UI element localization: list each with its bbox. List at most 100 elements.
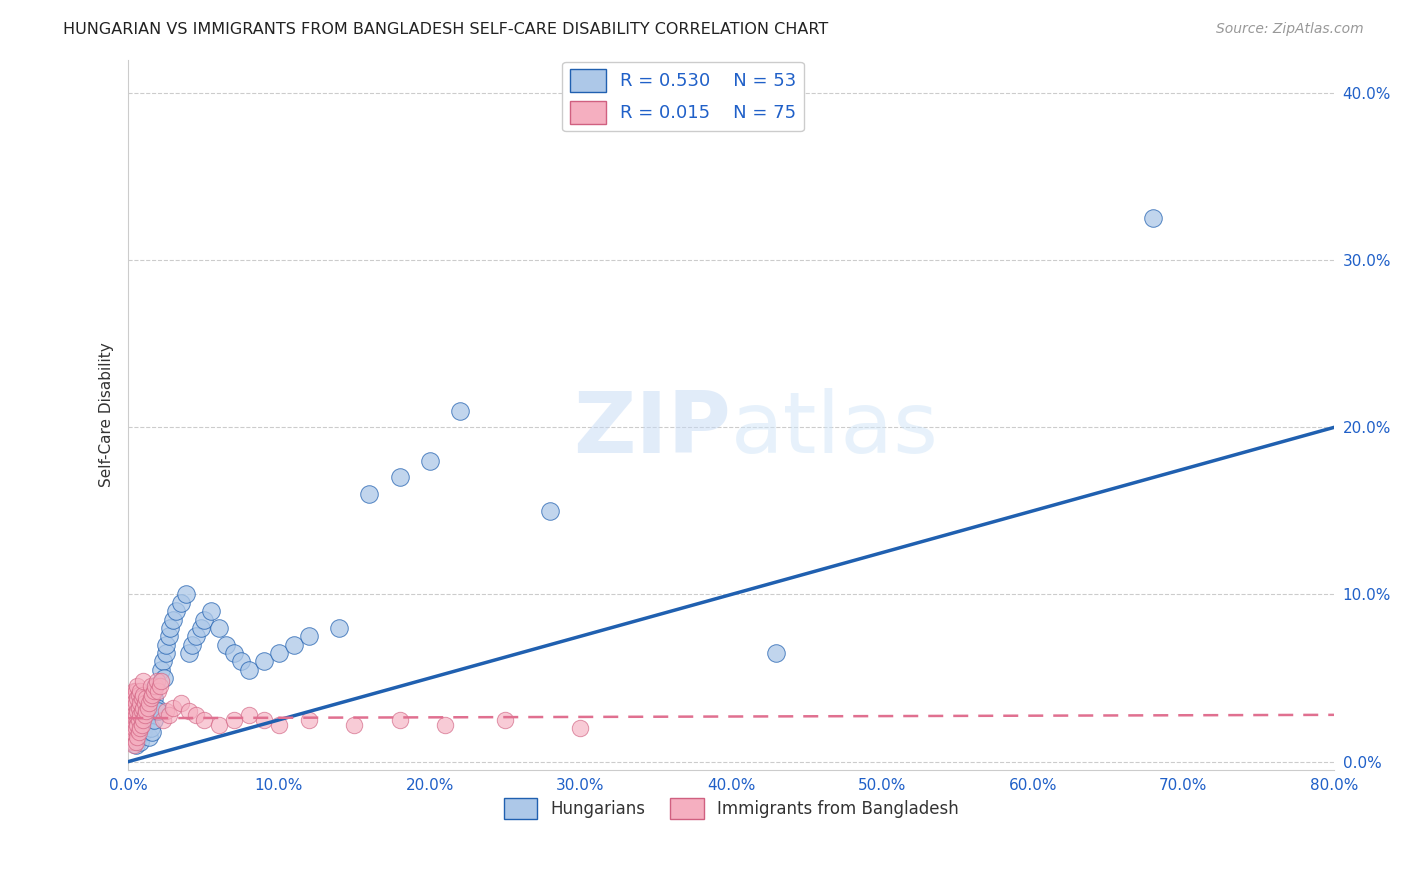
- Point: [208, 621, 231, 635]
- Point: [118, 705, 141, 719]
- Point: [449, 403, 471, 417]
- Point: [238, 663, 260, 677]
- Point: [121, 705, 143, 719]
- Point: [298, 629, 321, 643]
- Point: [538, 504, 561, 518]
- Point: [125, 721, 148, 735]
- Point: [222, 713, 245, 727]
- Point: [419, 454, 441, 468]
- Point: [150, 674, 173, 689]
- Point: [162, 613, 184, 627]
- Point: [129, 696, 152, 710]
- Point: [152, 654, 174, 668]
- Point: [136, 701, 159, 715]
- Point: [148, 684, 170, 698]
- Point: [128, 713, 150, 727]
- Point: [128, 724, 150, 739]
- Point: [142, 684, 165, 698]
- Point: [149, 680, 172, 694]
- Point: [765, 646, 787, 660]
- Point: [120, 713, 142, 727]
- Point: [135, 691, 157, 706]
- Point: [359, 487, 381, 501]
- Point: [184, 707, 207, 722]
- Point: [157, 629, 180, 643]
- Point: [127, 705, 149, 719]
- Point: [146, 701, 169, 715]
- Point: [180, 638, 202, 652]
- Point: [142, 691, 165, 706]
- Point: [135, 705, 157, 719]
- Text: HUNGARIAN VS IMMIGRANTS FROM BANGLADESH SELF-CARE DISABILITY CORRELATION CHART: HUNGARIAN VS IMMIGRANTS FROM BANGLADESH …: [63, 22, 828, 37]
- Text: atlas: atlas: [731, 387, 939, 470]
- Point: [162, 701, 184, 715]
- Point: [129, 707, 152, 722]
- Point: [141, 688, 163, 702]
- Point: [166, 604, 188, 618]
- Point: [494, 713, 516, 727]
- Point: [128, 730, 150, 744]
- Point: [433, 718, 456, 732]
- Point: [145, 680, 167, 694]
- Point: [267, 718, 290, 732]
- Point: [139, 680, 162, 694]
- Point: [222, 646, 245, 660]
- Point: [142, 713, 165, 727]
- Point: [146, 674, 169, 689]
- Point: [174, 587, 197, 601]
- Point: [155, 638, 177, 652]
- Y-axis label: Self-Care Disability: Self-Care Disability: [100, 343, 114, 487]
- Point: [138, 696, 160, 710]
- Point: [283, 638, 305, 652]
- Point: [138, 730, 160, 744]
- Point: [132, 713, 155, 727]
- Point: [125, 684, 148, 698]
- Point: [267, 646, 290, 660]
- Point: [253, 654, 276, 668]
- Point: [155, 705, 177, 719]
- Point: [157, 707, 180, 722]
- Point: [127, 680, 149, 694]
- Legend: Hungarians, Immigrants from Bangladesh: Hungarians, Immigrants from Bangladesh: [496, 791, 966, 826]
- Point: [136, 707, 159, 722]
- Point: [569, 721, 592, 735]
- Point: [131, 705, 153, 719]
- Point: [124, 738, 146, 752]
- Point: [132, 701, 155, 715]
- Point: [129, 684, 152, 698]
- Point: [153, 671, 176, 685]
- Point: [170, 696, 193, 710]
- Point: [145, 680, 167, 694]
- Point: [1142, 211, 1164, 226]
- Point: [388, 713, 411, 727]
- Point: [141, 724, 163, 739]
- Point: [231, 654, 253, 668]
- Point: [125, 738, 148, 752]
- Point: [141, 688, 163, 702]
- Point: [208, 718, 231, 732]
- Point: [120, 696, 142, 710]
- Point: [134, 718, 156, 732]
- Point: [193, 713, 215, 727]
- Point: [139, 721, 162, 735]
- Point: [128, 688, 150, 702]
- Text: ZIP: ZIP: [574, 387, 731, 470]
- Point: [215, 638, 238, 652]
- Point: [127, 718, 149, 732]
- Point: [120, 730, 142, 744]
- Point: [132, 688, 155, 702]
- Point: [121, 724, 143, 739]
- Point: [125, 696, 148, 710]
- Point: [129, 721, 152, 735]
- Point: [177, 646, 200, 660]
- Point: [129, 734, 152, 748]
- Point: [125, 734, 148, 748]
- Point: [125, 707, 148, 722]
- Point: [253, 713, 276, 727]
- Point: [127, 691, 149, 706]
- Point: [159, 621, 181, 635]
- Point: [121, 691, 143, 706]
- Point: [134, 696, 156, 710]
- Point: [127, 730, 149, 744]
- Point: [184, 629, 207, 643]
